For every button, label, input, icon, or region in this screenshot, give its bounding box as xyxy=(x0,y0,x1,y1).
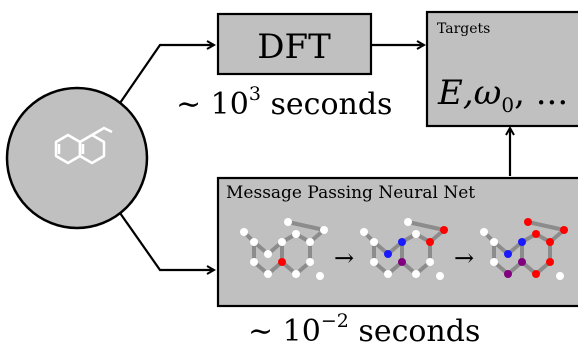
graph-node xyxy=(412,230,420,238)
graph-node xyxy=(292,270,300,278)
connectors xyxy=(119,45,510,270)
graph-node xyxy=(546,238,554,246)
graph-node xyxy=(504,250,512,258)
targets-node: Targets E,ω0, ... xyxy=(425,10,578,128)
graph-node xyxy=(264,250,272,258)
graph-node xyxy=(546,258,554,266)
input-molecule-node xyxy=(5,86,149,230)
graph-node xyxy=(384,270,392,278)
graph-node xyxy=(306,238,314,246)
graph-node xyxy=(518,258,526,266)
graph-node xyxy=(556,272,564,280)
graph-node xyxy=(426,258,434,266)
targets-box xyxy=(425,10,578,128)
graph-node xyxy=(306,258,314,266)
dft-time-exponent: 3 xyxy=(249,83,261,105)
graph-node xyxy=(398,238,406,246)
graph-node xyxy=(532,270,540,278)
mpnn-node: Message Passing Neural Net → → xyxy=(216,176,578,308)
mpnn-title: Message Passing Neural Net xyxy=(226,183,475,203)
mpnn-time-space xyxy=(349,314,359,349)
graph-node xyxy=(292,230,300,238)
graph-node xyxy=(384,250,392,258)
graph-node xyxy=(278,258,286,266)
graph-edge xyxy=(407,220,445,232)
graph-node xyxy=(490,258,498,266)
graph-node xyxy=(404,218,412,226)
molecule-icon xyxy=(54,126,113,165)
graph-node xyxy=(316,272,324,280)
dft-node: DFT xyxy=(216,12,373,76)
molecular-graph-step-3 xyxy=(480,218,568,280)
dft-time-label: ∼ 103 seconds xyxy=(176,83,392,122)
targets-values: E,ω0, ... xyxy=(437,73,568,117)
arrow-to-mpnn xyxy=(119,212,214,270)
molecular-graph-step-2 xyxy=(360,218,448,280)
dft-time-space xyxy=(261,87,271,122)
graph-node xyxy=(370,258,378,266)
mpnn-graph-sequence: → → xyxy=(240,218,568,280)
graph-edge xyxy=(287,220,325,232)
arrow-to-dft xyxy=(119,45,214,104)
dft-box xyxy=(216,12,373,76)
targets-values-sub: 0 xyxy=(501,93,514,117)
graph-edge xyxy=(527,220,565,232)
dft-label: DFT xyxy=(257,27,331,67)
step-arrow-1: → xyxy=(334,244,354,272)
step-arrow-2: → xyxy=(454,244,474,272)
graph-node xyxy=(278,238,286,246)
graph-node xyxy=(480,228,488,236)
graph-node xyxy=(504,270,512,278)
graph-node xyxy=(560,226,568,234)
graph-node xyxy=(490,238,498,246)
graph-node xyxy=(398,258,406,266)
graph-node xyxy=(250,238,258,246)
graph-node xyxy=(518,238,526,246)
targets-values-tail: , ... xyxy=(514,73,568,113)
dft-time-base: ∼ 10 xyxy=(176,87,249,122)
graph-node xyxy=(440,226,448,234)
graph-node xyxy=(436,272,444,280)
graph-node xyxy=(426,238,434,246)
graph-node xyxy=(532,230,540,238)
graph-node xyxy=(360,228,368,236)
targets-title: Targets xyxy=(437,21,490,37)
targets-values-main: E,ω xyxy=(437,73,501,113)
graph-node xyxy=(370,238,378,246)
graph-node xyxy=(264,270,272,278)
graph-node xyxy=(284,218,292,226)
dft-time-unit: seconds xyxy=(271,87,393,122)
mpnn-time-base: ∼ 10 xyxy=(248,314,321,349)
mpnn-time-label: ∼ 10−2 seconds xyxy=(248,310,480,349)
molecular-graph-step-1 xyxy=(240,218,328,280)
mpnn-time-exponent: −2 xyxy=(321,310,349,332)
graph-node xyxy=(412,270,420,278)
graph-node xyxy=(524,218,532,226)
graph-node xyxy=(320,226,328,234)
mpnn-time-unit: seconds xyxy=(358,314,480,349)
graph-node xyxy=(240,228,248,236)
graph-node xyxy=(250,258,258,266)
